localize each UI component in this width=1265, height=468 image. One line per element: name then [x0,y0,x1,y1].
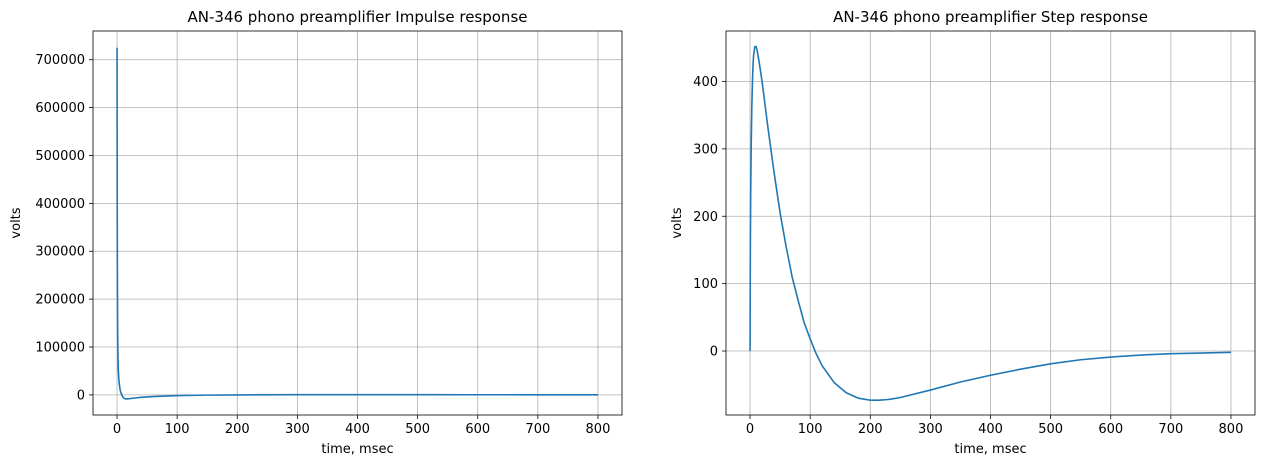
y-tick-label: 400 [693,75,718,90]
series-line-0 [116,47,598,400]
y-tick-label: 500000 [35,149,85,164]
x-tick-label: 700 [525,422,550,437]
x-tick-label: 100 [165,422,190,437]
x-tick-label: 600 [1098,422,1123,437]
x-tick-label: 500 [1038,422,1063,437]
y-tick-label: 0 [77,388,85,403]
x-tick-label: 300 [285,422,310,437]
y-tick-label: 300000 [35,245,85,260]
x-tick-label: 400 [978,422,1003,437]
x-tick-label: 700 [1158,422,1183,437]
x-tick-label: 400 [345,422,370,437]
y-tick-label: 200000 [35,293,85,308]
y-tick-label: 200 [693,210,718,225]
y-tick-label: 100 [693,277,718,292]
chart-title: AN-346 phono preamplifier Step response [833,8,1148,26]
y-tick-label: 300 [693,142,718,157]
x-tick-label: 0 [746,422,754,437]
y-tick-label: 100000 [35,341,85,356]
x-tick-label: 200 [858,422,883,437]
y-tick-label: 400000 [35,197,85,212]
x-tick-label: 800 [1219,422,1244,437]
y-tick-label: 0 [710,345,718,360]
y-tick-label: 600000 [35,101,85,116]
x-tick-label: 300 [918,422,943,437]
x-axis-label: time, msec [954,442,1026,457]
y-axis-label: volts [670,207,685,238]
x-tick-label: 100 [798,422,823,437]
x-axis-label: time, msec [321,442,393,457]
series-line-0 [749,45,1231,401]
x-tick-label: 800 [586,422,611,437]
impulse-response-panel: 0 100 200 300 400 500 600 700 800 0 100000 200000 30… [9,8,623,457]
y-axis-label: volts [9,207,24,238]
x-tick-label: 600 [465,422,490,437]
y-tick-label: 700000 [35,53,85,68]
x-tick-label: 500 [405,422,430,437]
step-response-panel: 0 100 200 300 400 500 600 700 800 0 100 200 300 400 AN… [670,8,1256,457]
chart-title: AN-346 phono preamplifier Impulse respon… [188,8,528,26]
x-tick-label: 0 [113,422,121,437]
x-tick-label: 200 [225,422,250,437]
